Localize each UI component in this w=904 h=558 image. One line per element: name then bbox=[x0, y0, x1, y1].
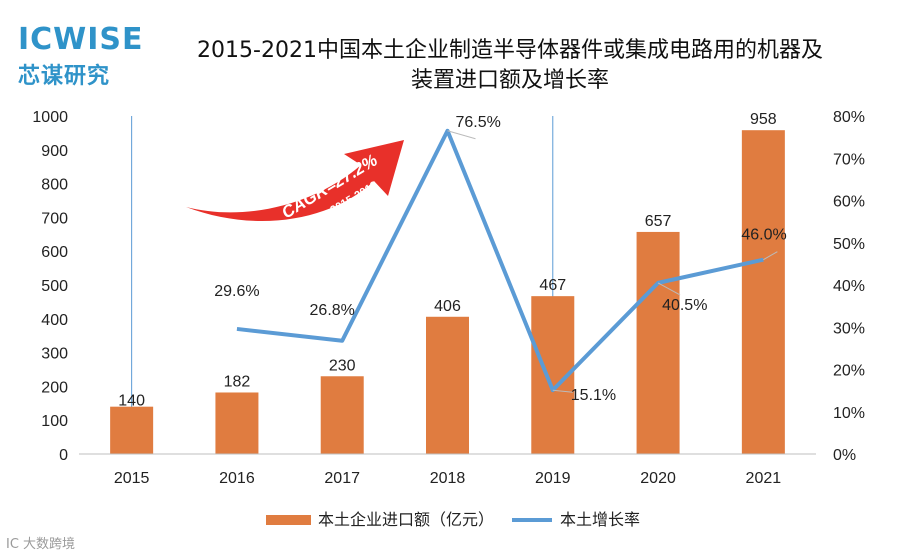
growth-label-2019: 15.1% bbox=[571, 387, 616, 404]
y-right-tick: 60% bbox=[833, 194, 865, 211]
legend-swatch-bar bbox=[266, 515, 311, 525]
y-left-tick: 200 bbox=[41, 379, 68, 396]
bar-label-2021: 958 bbox=[750, 111, 777, 128]
chart-title-line2: 装置进口额及增长率 bbox=[410, 68, 609, 93]
x-tick-2018: 2018 bbox=[430, 470, 466, 487]
y-left-tick: 700 bbox=[41, 210, 68, 227]
logo-en: ICWISE bbox=[18, 22, 144, 57]
y-left-tick: 900 bbox=[41, 143, 68, 160]
bar-2016 bbox=[215, 392, 259, 454]
x-tick-2015: 2015 bbox=[114, 470, 150, 487]
y-right-tick: 80% bbox=[833, 109, 865, 126]
bar-2018 bbox=[426, 316, 469, 454]
chart-title: 2015-2021中国本土企业制造半导体器件或集成电路用的机器及 装置进口额及增… bbox=[150, 36, 870, 96]
y-left-tick: 0 bbox=[59, 447, 68, 464]
y-right-tick: 40% bbox=[833, 278, 865, 295]
y-right-tick: 20% bbox=[833, 363, 865, 380]
bar-label-2016: 182 bbox=[224, 373, 251, 390]
bar-label-2020: 657 bbox=[645, 213, 672, 230]
growth-label-leader bbox=[552, 389, 573, 393]
growth-label-2017: 26.8% bbox=[310, 302, 355, 319]
x-tick-2019: 2019 bbox=[535, 470, 571, 487]
x-tick-2020: 2020 bbox=[640, 470, 676, 487]
x-tick-2016: 2016 bbox=[219, 470, 255, 487]
x-tick-2021: 2021 bbox=[746, 470, 782, 487]
bar-2017 bbox=[320, 376, 364, 454]
bar-2021 bbox=[741, 130, 785, 455]
growth-label-leader bbox=[763, 251, 778, 261]
x-tick-2017: 2017 bbox=[324, 470, 360, 487]
watermark: IC 大数跨境 bbox=[6, 537, 76, 552]
y-right-tick: 70% bbox=[833, 151, 865, 168]
bar-2015 bbox=[110, 406, 154, 454]
cagr-arrow-shape bbox=[186, 140, 404, 222]
bar-label-2018: 406 bbox=[434, 298, 461, 315]
growth-label-2018: 76.5% bbox=[456, 114, 501, 131]
y-right-tick: 10% bbox=[833, 405, 865, 422]
y-left-tick: 100 bbox=[41, 413, 68, 430]
y-left-tick: 800 bbox=[41, 177, 68, 194]
y-left-tick: 600 bbox=[41, 244, 68, 261]
y-right-tick: 50% bbox=[833, 236, 865, 253]
growth-rate-line bbox=[236, 128, 764, 393]
logo-cn: 芯谋研究 bbox=[18, 64, 111, 89]
bar-label-2017: 230 bbox=[329, 357, 356, 374]
growth-label-2016: 29.6% bbox=[214, 283, 259, 300]
bar-label-2015: 140 bbox=[118, 393, 145, 410]
growth-label-leader bbox=[447, 130, 476, 140]
bar-label-2019: 467 bbox=[539, 277, 566, 294]
legend-label-line: 本土增长率 bbox=[560, 510, 640, 529]
y-left-tick: 1000 bbox=[32, 109, 68, 126]
growth-label-2020: 40.5% bbox=[662, 297, 707, 314]
y-left-tick: 300 bbox=[41, 346, 68, 363]
y-left-tick: 400 bbox=[41, 312, 68, 329]
growth-label-2021: 46.0% bbox=[741, 227, 786, 244]
growth-label-leader bbox=[657, 282, 681, 296]
legend-label-bar: 本土企业进口额（亿元） bbox=[318, 510, 494, 529]
bar-2020 bbox=[636, 231, 680, 454]
cagr-arrow bbox=[186, 140, 404, 222]
y-right-tick: 30% bbox=[833, 320, 865, 337]
y-right-tick: 0% bbox=[833, 447, 856, 464]
y-left-tick: 500 bbox=[41, 278, 68, 295]
chart-title-line1: 2015-2021中国本土企业制造半导体器件或集成电路用的机器及 bbox=[197, 38, 823, 63]
